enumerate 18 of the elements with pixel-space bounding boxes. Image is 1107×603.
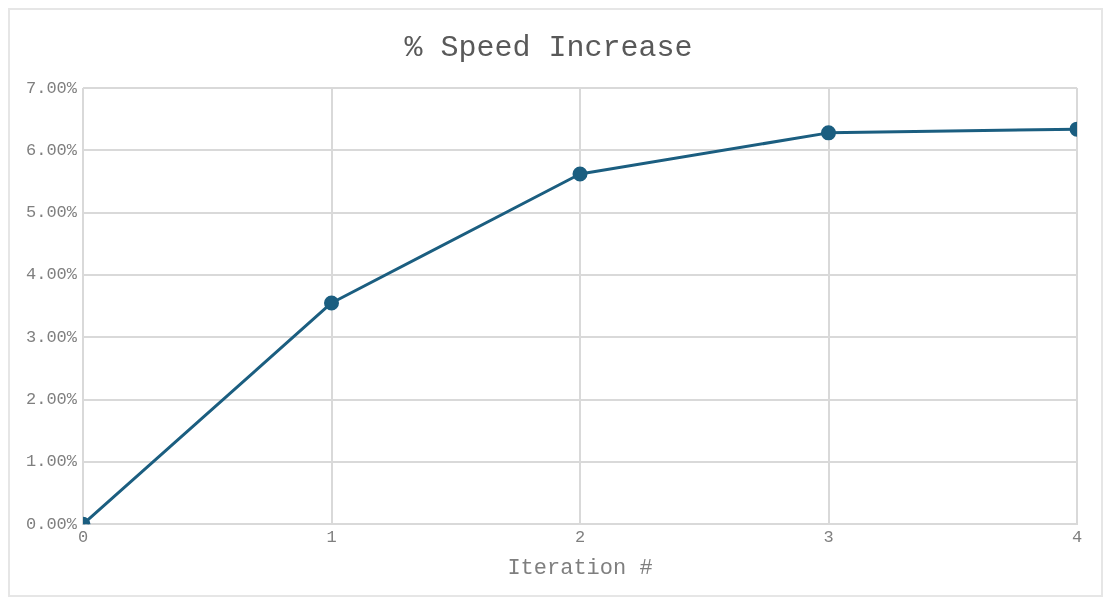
- x-tick-label: 0: [77, 527, 89, 547]
- point: [572, 166, 588, 182]
- y-tick-label: 3.00%: [25, 327, 78, 347]
- x-axis-title: Iteration #: [507, 555, 653, 581]
- point: [821, 125, 836, 141]
- y-tick-label: 4.00%: [25, 265, 78, 285]
- y-tick-label: 1.00%: [25, 452, 78, 472]
- y-tick-label: 2.00%: [25, 390, 78, 410]
- y-tick-label: 6.00%: [25, 140, 78, 160]
- x-tick-label: 2: [574, 527, 586, 547]
- y-tick-label: 5.00%: [25, 203, 78, 223]
- point: [324, 295, 340, 311]
- x-tick-label: 4: [1071, 527, 1083, 547]
- x-tick-label: 1: [326, 527, 337, 547]
- x-tick-label: 3: [823, 527, 834, 547]
- chart-title: % Speed Increase: [404, 30, 693, 65]
- y-tick-label: 0.00%: [25, 514, 78, 534]
- y-tick-label: 7.00%: [25, 78, 78, 98]
